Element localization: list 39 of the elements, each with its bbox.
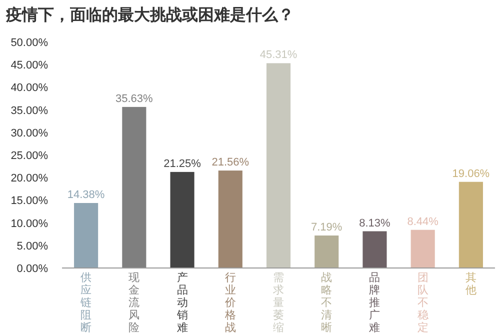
data-label: 14.38% — [67, 189, 105, 201]
bar — [218, 170, 242, 268]
y-tick-label: 0.00% — [16, 263, 48, 275]
x-tick-label: 产品动销难 — [176, 271, 188, 334]
bar — [266, 63, 291, 268]
x-tick-label: 战略不清晰 — [321, 272, 332, 334]
data-label: 35.63% — [116, 92, 154, 105]
x-tick-label: 需求量萎缩 — [273, 272, 284, 334]
y-tick-label: 40.00% — [10, 82, 48, 94]
y-tick-label: 30.00% — [10, 127, 48, 140]
data-label: 21.56% — [212, 156, 250, 169]
y-tick-label: 10.00% — [10, 218, 48, 230]
y-tick-label: 25.00% — [10, 150, 48, 162]
data-label: 7.19% — [311, 222, 342, 234]
data-label: 45.31% — [260, 49, 298, 62]
data-label: 8.13% — [359, 217, 391, 230]
y-tick-label: 5.00% — [16, 240, 48, 252]
bar — [314, 236, 339, 268]
x-tick-label: 其他 — [465, 271, 476, 296]
y-tick-label: 50.00% — [10, 37, 48, 49]
bar — [410, 230, 435, 268]
data-label: 19.06% — [452, 168, 490, 180]
bar — [458, 182, 483, 268]
y-tick-label: 35.00% — [10, 104, 48, 117]
x-tick-label: 品牌推广难 — [369, 272, 380, 334]
data-label: 21.25% — [164, 158, 202, 170]
bar — [170, 172, 194, 268]
x-tick-label: 行业价格战 — [224, 272, 236, 334]
x-tick-label: 供应链阻断 — [80, 272, 92, 334]
x-tick-label: 团队不稳定 — [417, 272, 428, 334]
y-tick-label: 20.00% — [10, 172, 48, 185]
bar — [122, 106, 146, 268]
bar — [362, 231, 387, 268]
data-label: 8.44% — [407, 216, 439, 228]
x-tick-label: 现金流风险 — [128, 272, 140, 334]
chart-title: 疫情下，面临的最大挑战或困难是什么？ — [5, 6, 294, 24]
y-tick-label: 15.00% — [10, 195, 48, 208]
y-tick-label: 45.00% — [10, 60, 48, 72]
bar — [74, 203, 98, 268]
